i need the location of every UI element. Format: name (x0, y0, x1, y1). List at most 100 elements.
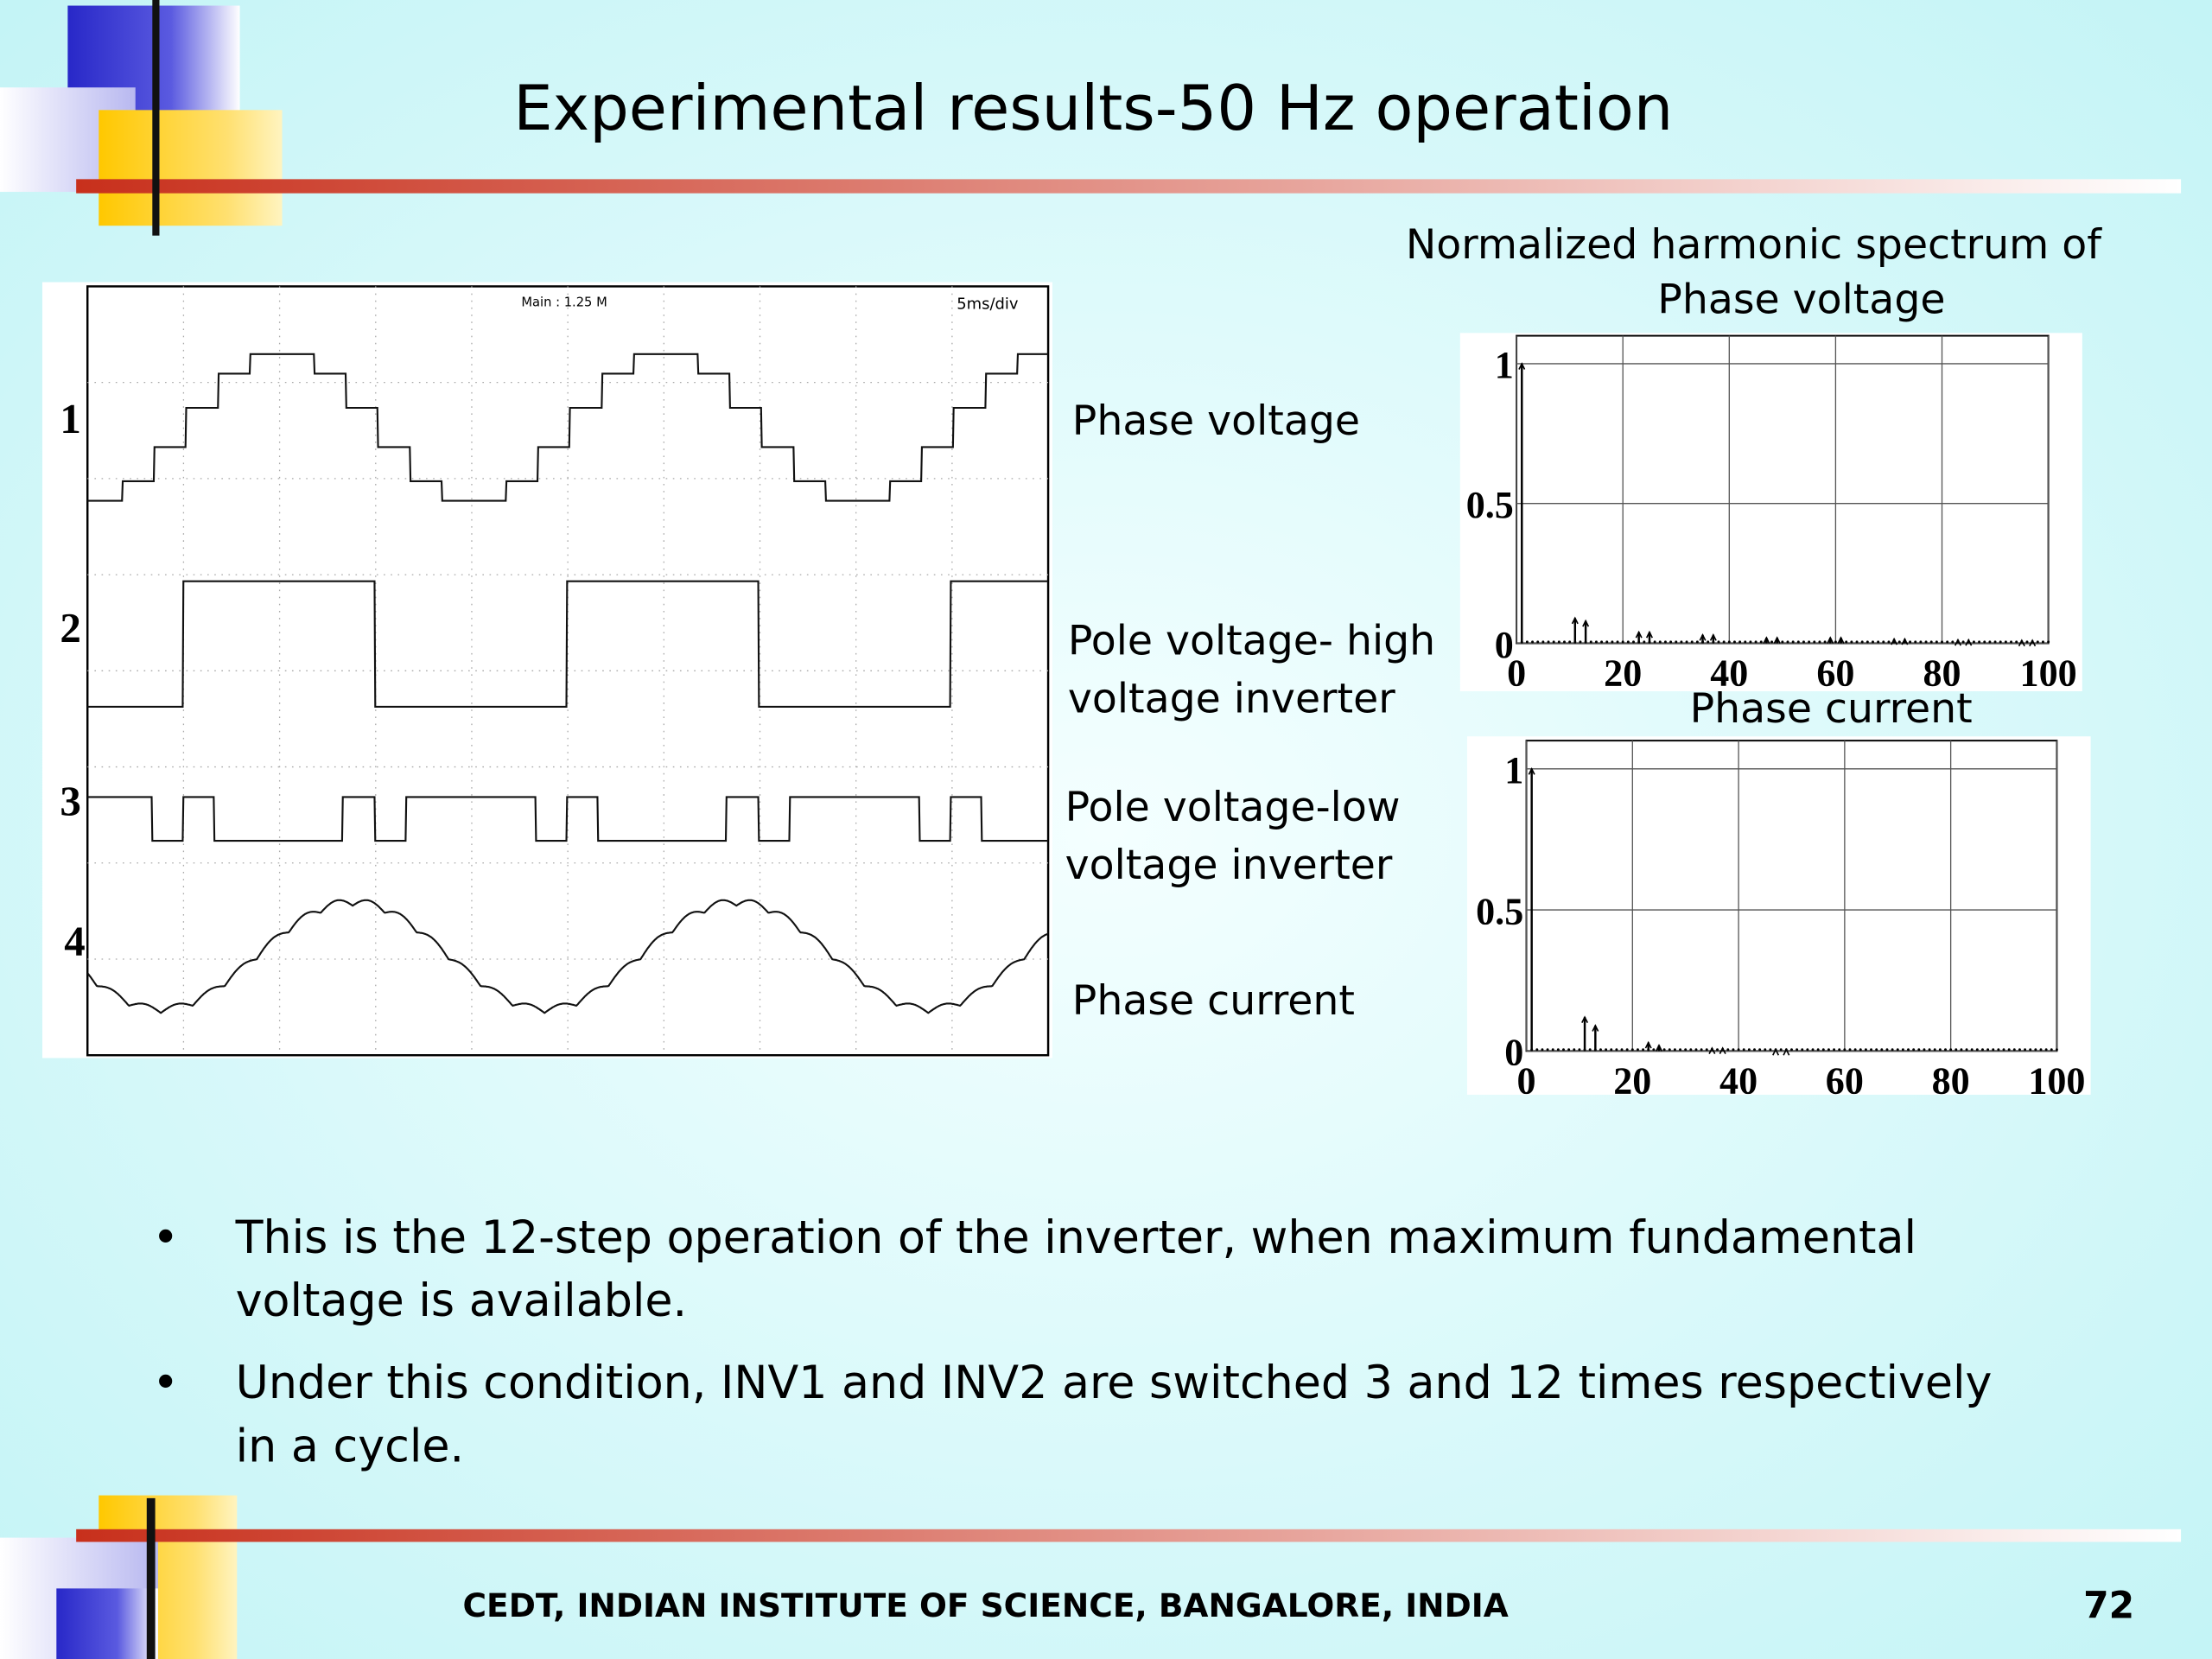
bullet-text: in a cycle. (236, 1421, 464, 1472)
baseline-dot (2025, 640, 2029, 644)
baseline-dot (1843, 1048, 1847, 1052)
signal-label: voltage inverter (1068, 675, 1395, 722)
baseline-dot (1770, 640, 1774, 644)
baseline-dot (2024, 1048, 2027, 1052)
stem-head (1772, 1047, 1780, 1056)
baseline-dot (1615, 1048, 1618, 1052)
signal-label: Phase current (1072, 977, 1355, 1025)
baseline-dot (1965, 1048, 1968, 1052)
baseline-dot (1848, 1048, 1852, 1052)
baseline-dot (1694, 1048, 1698, 1052)
scope-trace (87, 796, 1049, 842)
baseline-dot (1636, 1048, 1639, 1052)
baseline-dot (1680, 640, 1683, 644)
baseline-dot (1675, 640, 1678, 644)
baseline-dot (1600, 640, 1604, 644)
baseline-dot (1536, 640, 1540, 644)
baseline-dot (1716, 1048, 1719, 1052)
baseline-dot (1833, 1048, 1836, 1052)
baseline-dot (1568, 640, 1572, 644)
baseline-dot (1946, 640, 1949, 644)
baseline-dot (1864, 1048, 1867, 1052)
baseline-dot (1912, 1048, 1916, 1052)
baseline-dot (1887, 640, 1891, 644)
x-tick-label: 20 (1613, 1059, 1651, 1102)
y-tick-label: 0.5 (1476, 890, 1523, 932)
baseline-dot (1535, 1048, 1539, 1052)
baseline-dot (1997, 1048, 2000, 1052)
baseline-dot (1949, 1048, 1953, 1052)
baseline-dot (2012, 1048, 2016, 1052)
x-tick-label: 40 (1719, 1059, 1758, 1102)
baseline-dot (1653, 640, 1656, 644)
baseline-dot (1845, 640, 1848, 644)
baseline-dot (1877, 640, 1880, 644)
baseline-dot (1754, 640, 1758, 644)
baseline-dot (1679, 1048, 1682, 1052)
baseline-dot (1838, 1048, 1841, 1052)
baseline-dot (1806, 1048, 1809, 1052)
chart-title: Phase current (1690, 685, 1973, 733)
top-decoration (0, 0, 2182, 236)
baseline-dot (2041, 640, 2044, 644)
chart-title: Normalized harmonic spectrum of (1406, 221, 2102, 269)
baseline-dot (1668, 1048, 1671, 1052)
signal-label: Phase voltage (1072, 397, 1360, 445)
x-tick-label: 40 (1710, 652, 1748, 694)
footer-text: CEDT, INDIAN INSTITUTE OF SCIENCE, BANGA… (463, 1586, 1509, 1624)
baseline-dot (1827, 1048, 1830, 1052)
baseline-dot (1882, 640, 1885, 644)
baseline-dot (1567, 1048, 1571, 1052)
baseline-dot (1663, 640, 1667, 644)
baseline-dot (1850, 640, 1853, 644)
baseline-dot (1811, 1048, 1815, 1052)
baseline-dot (1791, 640, 1795, 644)
channel-number: 3 (60, 778, 80, 825)
stem-head (1709, 632, 1717, 641)
baseline-dot (1525, 640, 1529, 644)
baseline-dot (1705, 1048, 1708, 1052)
signal-label: Pole voltage-low (1065, 784, 1401, 831)
spectra: Normalized harmonic spectrum of Phase vol… (1406, 221, 2102, 1103)
baseline-dot (1928, 1048, 1931, 1052)
baseline-dot (1938, 1048, 1942, 1052)
baseline-dot (1652, 1048, 1656, 1052)
scope-trace (87, 899, 1049, 1014)
stem-head (1837, 636, 1845, 644)
stem-head (1592, 1024, 1599, 1032)
stem-head (1954, 638, 1961, 646)
baseline-dot (1999, 640, 2002, 644)
stem-head (1719, 1046, 1726, 1054)
baseline-dot (1802, 640, 1805, 644)
baseline-dot (1563, 640, 1566, 644)
scope-header: Main : 1.25 M (521, 295, 607, 309)
scope-trace (87, 580, 1049, 709)
spectrum-background (1459, 333, 2082, 691)
baseline-dot (1707, 640, 1710, 644)
baseline-dot (1626, 640, 1630, 644)
baseline-dot (1891, 1048, 1894, 1052)
baseline-dot (1907, 1048, 1910, 1052)
baseline-dot (1980, 1048, 1984, 1052)
baseline-dot (1616, 640, 1619, 644)
baseline-dot (2039, 1048, 2043, 1052)
baseline-dot (1870, 1048, 1873, 1052)
x-tick-label: 60 (1816, 652, 1854, 694)
stem-head (1518, 362, 1526, 370)
baseline-dot (1993, 640, 1997, 644)
baseline-dot (1896, 1048, 1899, 1052)
baseline-dot (1594, 640, 1598, 644)
baseline-dot (1951, 640, 1955, 644)
baseline-dot (1759, 640, 1763, 644)
y-tick-label: 1 (1504, 749, 1523, 791)
baseline-dot (1610, 1048, 1613, 1052)
spectrum-background (1466, 736, 2091, 1095)
baseline-dot (1983, 640, 1986, 644)
baseline-dot (1786, 640, 1789, 644)
baseline-dot (1988, 640, 1992, 644)
baseline-dot (1685, 640, 1688, 644)
baseline-dot (1929, 640, 1933, 644)
bullet-marker: • (152, 1357, 179, 1409)
baseline-dot (1658, 640, 1662, 644)
